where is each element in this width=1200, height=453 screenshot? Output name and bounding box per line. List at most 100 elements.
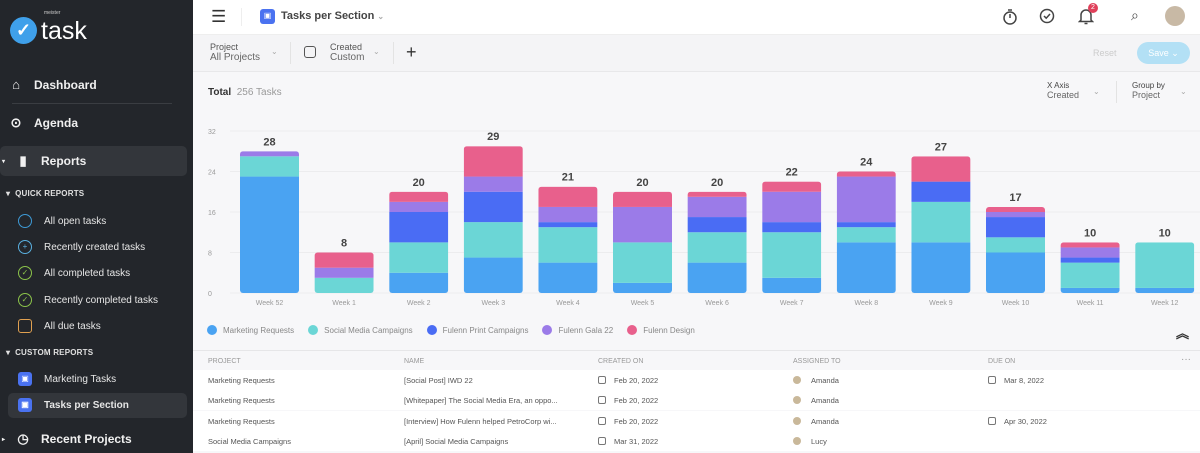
legend-item[interactable]: Social Media Campaigns	[308, 325, 413, 335]
legend-item[interactable]: Fulenn Design	[627, 325, 695, 335]
sidebar-item-marketing-tasks[interactable]: ▣ Marketing Tasks	[18, 372, 116, 386]
bar-segment[interactable]	[687, 262, 747, 293]
bar-segment[interactable]	[911, 156, 971, 182]
bar-segment[interactable]	[836, 227, 896, 243]
bar-segment[interactable]	[762, 181, 822, 192]
cell-name[interactable]: [Social Post] IWD 22	[404, 376, 473, 385]
bar-segment[interactable]	[538, 186, 598, 207]
bar-segment[interactable]	[240, 151, 299, 157]
bar-segment[interactable]	[836, 171, 896, 177]
x-axis-selector[interactable]: X Axis Created	[1047, 81, 1079, 100]
table-row[interactable]: Marketing Requests [Social Post] IWD 22 …	[193, 370, 1200, 390]
sidebar-item-recently-created[interactable]: + Recently created tasks	[18, 240, 145, 254]
bar-segment[interactable]	[911, 181, 971, 202]
sidebar-item-recent-projects[interactable]: ▸ ◷ Recent Projects	[2, 431, 132, 447]
legend-item[interactable]: Marketing Requests	[207, 325, 294, 335]
bar-segment[interactable]	[986, 206, 1045, 212]
bar-segment[interactable]	[687, 217, 747, 233]
custom-reports-header[interactable]: ▾ CUSTOM REPORTS	[6, 348, 94, 357]
bar-segment[interactable]	[240, 156, 299, 177]
bar-segment[interactable]	[389, 212, 449, 243]
add-filter-button[interactable]: +	[406, 42, 417, 62]
bar-segment[interactable]	[613, 191, 672, 207]
bar-segment[interactable]	[762, 191, 822, 223]
bar-segment[interactable]	[538, 222, 598, 228]
bar-segment[interactable]	[314, 252, 374, 268]
bar-segment[interactable]	[314, 277, 374, 293]
bar-segment[interactable]	[687, 191, 747, 197]
column-header-assigned[interactable]: ASSIGNED TO	[793, 358, 841, 365]
bar-segment[interactable]	[1060, 262, 1120, 288]
timer-icon[interactable]	[1002, 8, 1018, 26]
bar-segment[interactable]	[389, 272, 449, 293]
bar-segment[interactable]	[538, 227, 598, 263]
cell-name[interactable]: [Whitepaper] The Social Media Era, an op…	[404, 396, 558, 406]
bar-segment[interactable]	[613, 206, 672, 243]
bar-segment[interactable]	[613, 282, 672, 293]
legend-item[interactable]: Fulenn Gala 22	[542, 325, 613, 335]
sidebar-item-all-completed[interactable]: ✓ All completed tasks	[18, 266, 130, 280]
sidebar-item-reports[interactable]: ▾ ▮ Reports	[2, 153, 86, 169]
user-avatar[interactable]	[1165, 6, 1185, 26]
created-filter[interactable]: Created Custom	[330, 42, 364, 63]
project-filter[interactable]: Project All Projects	[210, 42, 260, 63]
column-header-created[interactable]: CREATED ON	[598, 358, 644, 365]
bar-segment[interactable]	[1060, 287, 1120, 293]
bar-segment[interactable]	[762, 232, 822, 278]
bar-segment[interactable]	[1060, 247, 1120, 258]
bar-segment[interactable]	[389, 201, 449, 212]
bar-segment[interactable]	[463, 257, 523, 293]
bar-segment[interactable]	[389, 242, 449, 273]
bar-segment[interactable]	[1135, 287, 1195, 293]
sidebar-item-tasks-per-section[interactable]: ▣ Tasks per Section	[18, 398, 129, 412]
bar-segment[interactable]	[911, 242, 971, 293]
table-row[interactable]: Marketing Requests [Interview] How Fulen…	[193, 410, 1200, 431]
bar-segment[interactable]	[986, 252, 1045, 294]
sidebar-item-recently-completed[interactable]: ✓ Recently completed tasks	[18, 293, 158, 307]
save-button[interactable]: Save ⌄	[1137, 42, 1190, 64]
sidebar-item-all-open[interactable]: All open tasks	[18, 214, 106, 228]
sidebar-item-dashboard[interactable]: ⌂ Dashboard	[8, 77, 97, 92]
bar-segment[interactable]	[463, 176, 523, 192]
table-row[interactable]: Social Media Campaigns [April] Social Me…	[193, 430, 1200, 451]
bar-segment[interactable]	[836, 176, 896, 223]
bar-segment[interactable]	[240, 176, 299, 293]
sidebar-item-all-due[interactable]: All due tasks	[18, 319, 101, 333]
bar-segment[interactable]	[1060, 257, 1120, 263]
legend-item[interactable]: Fulenn Print Campaigns	[426, 325, 528, 335]
bar-segment[interactable]	[613, 242, 672, 283]
more-options-icon[interactable]: ···	[1181, 354, 1191, 365]
bar-segment[interactable]	[986, 237, 1045, 253]
bar-segment[interactable]	[463, 191, 523, 223]
bar-segment[interactable]	[538, 206, 598, 223]
bar-segment[interactable]	[762, 222, 822, 233]
bar-segment[interactable]	[463, 146, 523, 177]
check-circle-icon[interactable]	[1039, 8, 1055, 24]
table-row[interactable]: Marketing Requests [Whitepaper] The Soci…	[193, 390, 1200, 411]
cell-name[interactable]: [April] Social Media Campaigns	[404, 436, 509, 446]
collapse-chart-icon[interactable]: ︽	[1176, 326, 1190, 341]
report-title-dropdown[interactable]: Tasks per Section ⌄	[281, 10, 385, 22]
hamburger-menu-icon[interactable]: ☰	[211, 7, 227, 26]
bar-segment[interactable]	[463, 222, 523, 258]
column-header-due[interactable]: DUE ON	[988, 358, 1016, 365]
bar-segment[interactable]	[911, 201, 971, 243]
bar-segment[interactable]	[538, 262, 598, 293]
bar-segment[interactable]	[986, 217, 1045, 238]
group-by-selector[interactable]: Group by Project	[1132, 81, 1165, 100]
bar-segment[interactable]	[836, 222, 896, 228]
bar-segment[interactable]	[389, 191, 449, 202]
bar-segment[interactable]	[986, 212, 1045, 218]
bar-segment[interactable]	[762, 277, 822, 293]
bar-segment[interactable]	[1135, 242, 1195, 288]
bar-segment[interactable]	[687, 196, 747, 218]
cell-name[interactable]: [Interview] How Fulenn helped PetroCorp …	[404, 416, 557, 426]
bar-segment[interactable]	[836, 242, 896, 293]
reset-button[interactable]: Reset	[1093, 48, 1117, 58]
column-header-name[interactable]: NAME	[404, 358, 425, 365]
bar-segment[interactable]	[314, 267, 374, 278]
bar-segment[interactable]	[687, 232, 747, 263]
search-icon[interactable]: ⌕	[1131, 7, 1139, 23]
bar-segment[interactable]	[1060, 242, 1120, 248]
column-header-project[interactable]: PROJECT	[208, 358, 241, 365]
